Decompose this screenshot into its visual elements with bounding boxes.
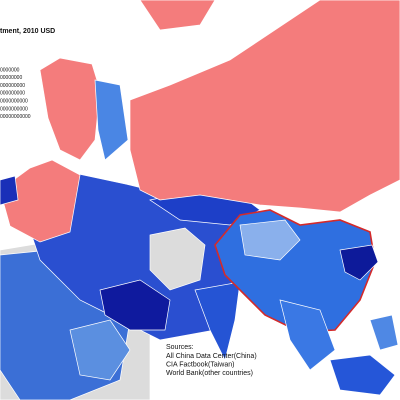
legend: 0000000000000000000000000000000000000000… xyxy=(0,67,31,120)
source-line: CIA Factbook(Taiwan) xyxy=(166,361,234,368)
region xyxy=(69,319,131,381)
region xyxy=(0,159,81,243)
legend-label: 0000000 xyxy=(0,67,20,73)
sources-lines: All China Data Center(China)CIA Factbook… xyxy=(166,353,257,377)
region xyxy=(129,0,400,213)
source-line: World Bank(other countries) xyxy=(166,370,253,377)
legend-label: 000000000 xyxy=(0,91,25,97)
legend-label: 000000000 xyxy=(0,83,25,89)
legend-label: 0000000000 xyxy=(0,106,28,112)
sources-heading: Sources: xyxy=(166,344,194,351)
region xyxy=(369,314,399,351)
region xyxy=(99,279,171,331)
region xyxy=(139,0,216,31)
legend-label: 0000000000 xyxy=(0,99,28,105)
map-title: tment, 2010 USD xyxy=(0,28,55,35)
region xyxy=(279,299,336,371)
legend-label: 00000000000 xyxy=(0,114,31,120)
legend-label: 00000000 xyxy=(0,75,22,81)
region xyxy=(0,175,19,206)
region xyxy=(339,244,379,281)
region xyxy=(239,219,301,261)
source-line: All China Data Center(China) xyxy=(166,353,257,360)
region xyxy=(329,354,396,396)
region xyxy=(39,57,101,161)
sources: Sources: All China Data Center(China)CIA… xyxy=(166,344,257,377)
region xyxy=(149,227,206,291)
region xyxy=(94,79,129,161)
